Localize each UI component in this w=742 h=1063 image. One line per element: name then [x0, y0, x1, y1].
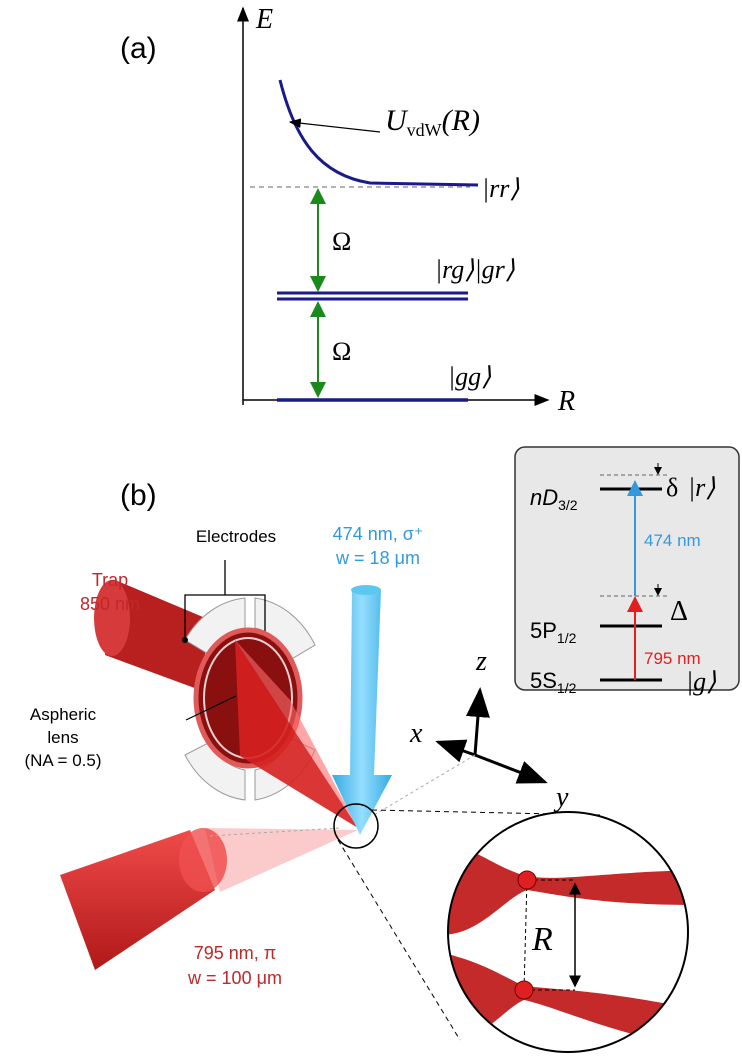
coord-label: z: [475, 646, 487, 677]
lens-label: Aspheric: [30, 705, 97, 724]
panel-label: (b): [120, 479, 157, 512]
detuning-label: Δ: [670, 596, 688, 627]
detuning-label: δ: [666, 473, 678, 502]
beam-label: 795 nm, π: [194, 943, 276, 963]
state-label: |rr⟩: [482, 174, 520, 203]
panel-a: (a) E R UvdW(R) |rr⟩ Ω |rg⟩|gr⟩ Ω |gg⟩: [120, 4, 575, 417]
lens-label: (NA = 0.5): [24, 751, 101, 770]
axis-label: E: [255, 4, 273, 35]
beam-label: w = 100 μm: [187, 968, 282, 988]
coord-label: y: [553, 782, 569, 813]
zoom-bg: [440, 810, 700, 1060]
state-label: |rg⟩|gr⟩: [435, 255, 515, 284]
axis-label: R: [557, 386, 575, 417]
coupling-label: Ω: [332, 337, 351, 366]
atom: [518, 871, 536, 889]
coupling-label: Ω: [332, 227, 351, 256]
state-label: |gg⟩: [448, 362, 491, 391]
potential-label: UvdW(R): [385, 104, 480, 140]
panel-label: (a): [120, 32, 157, 65]
beam-label: w = 18 μm: [335, 548, 420, 568]
lens-label: lens: [47, 728, 78, 747]
beam-label: 474 nm, σ⁺: [333, 524, 424, 544]
trap-beam-end: [94, 580, 130, 656]
zoom-line: [338, 840, 460, 1040]
panel-b: (b) nD3/2 δ |r⟩ 474 nm Δ 5P1/2 795 nm 5S…: [24, 447, 739, 1060]
distance-label: R: [531, 921, 553, 958]
zoom-content: [420, 810, 700, 1060]
coord-axis: [475, 755, 545, 782]
state-label: |r⟩: [688, 473, 715, 502]
wavelength-label: 795 nm: [644, 649, 701, 668]
pointer: [290, 122, 380, 132]
beam-label: 850 nm: [80, 594, 140, 614]
atom: [515, 981, 533, 999]
coord-label: x: [409, 718, 423, 749]
wavelength-label: 474 nm: [644, 531, 701, 550]
beam-label: Trap: [92, 570, 128, 590]
figure: (a) E R UvdW(R) |rr⟩ Ω |rg⟩|gr⟩ Ω |gg⟩ (…: [0, 0, 742, 1063]
state-label: |g⟩: [686, 667, 716, 696]
red-beam-cone: [205, 828, 358, 892]
guide-line: [374, 755, 475, 815]
coord-axis: [475, 690, 480, 755]
electrodes-label: Electrodes: [196, 527, 276, 546]
coord-axis: [438, 742, 475, 755]
blue-beam-end: [351, 585, 381, 595]
